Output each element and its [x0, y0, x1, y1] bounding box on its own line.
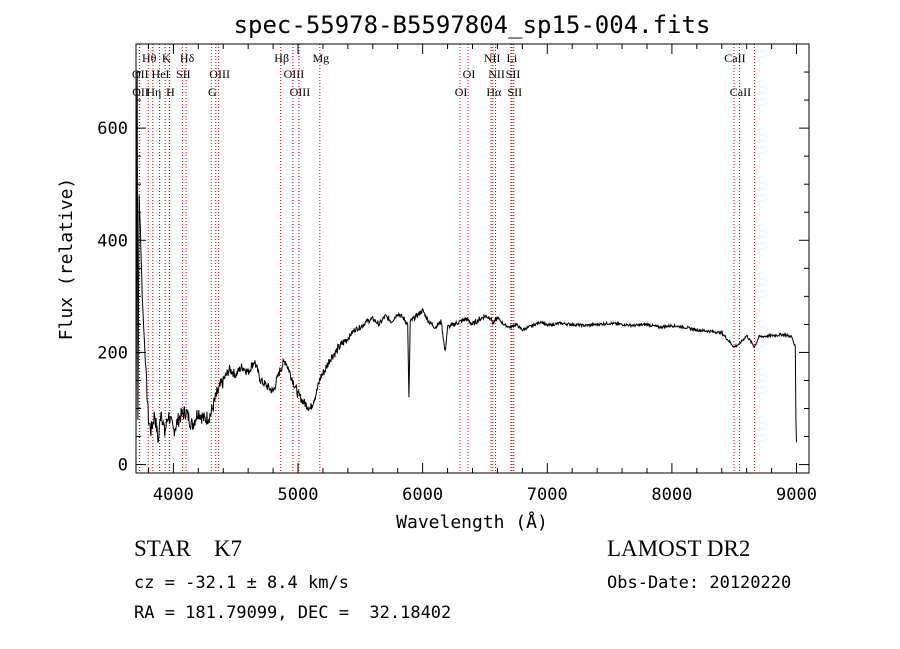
spectral-line-label: CaII: [730, 85, 751, 99]
spectral-line-label: NII: [488, 67, 505, 81]
spectral-line-label: OIII: [284, 67, 305, 81]
y-tick-label: 200: [97, 343, 128, 363]
survey-name: LAMOST DR2: [607, 536, 751, 561]
x-tick-label: 6000: [402, 485, 443, 505]
spectral-line-label: G: [208, 85, 217, 99]
chart-title: spec-55978-B5597804_sp15-004.fits: [234, 11, 711, 39]
spectral-line-label: HeI: [152, 67, 170, 81]
ra-dec: RA = 181.79099, DEC = 32.18402: [134, 603, 452, 623]
y-axis-label: Flux (relative): [56, 178, 77, 341]
y-tick-label: 400: [97, 231, 128, 251]
spectral-line-markers: [138, 44, 755, 473]
spectral-line-label: CaII: [724, 51, 745, 65]
spectral-line-label: Mg: [312, 51, 329, 65]
spectral-line-label: Hη: [146, 85, 161, 99]
x-axis-label: Wavelength (Å): [396, 511, 548, 533]
spectral-line-label: Hθ: [142, 51, 157, 65]
spectral-line-label: OIII: [209, 67, 230, 81]
y-tick-label: 600: [97, 119, 128, 139]
spectral-line-label: H: [166, 85, 175, 99]
observation-date: Obs-Date: 20120220: [607, 573, 792, 593]
spectral-line-label: OII: [132, 67, 149, 81]
spectral-line-label: SII: [176, 67, 191, 81]
plot-frame: [135, 43, 810, 474]
spectral-line-label: OI: [463, 67, 476, 81]
x-tick-label: 4000: [153, 485, 194, 505]
x-tick-label: 7000: [527, 485, 568, 505]
redshift-cz: cz = -32.1 ± 8.4 km/s: [134, 573, 349, 593]
y-tick-label: 0: [118, 456, 128, 476]
spectral-line-label: OIII: [290, 85, 311, 99]
spectral-line-label: NII: [484, 51, 501, 65]
spectral-line-label: SII: [507, 85, 522, 99]
spectral-line-label: Hα: [486, 85, 502, 99]
spectral-line-label: OI: [455, 85, 468, 99]
spectral-line-label: SII: [506, 67, 521, 81]
x-tick-label: 9000: [776, 485, 817, 505]
spectrum-line: [135, 71, 797, 443]
x-axis-ticks: 4000 5000 6000 7000 8000 9000: [147, 44, 817, 505]
x-tick-label: 5000: [278, 485, 319, 505]
spectral-line-label: Hδ: [180, 51, 195, 65]
spectral-line-label: K: [162, 51, 171, 65]
spectral-line-label: Li: [507, 51, 518, 65]
object-class: STAR K7: [134, 536, 243, 561]
x-tick-label: 8000: [651, 485, 692, 505]
spectral-line-label: Hβ: [274, 51, 289, 65]
